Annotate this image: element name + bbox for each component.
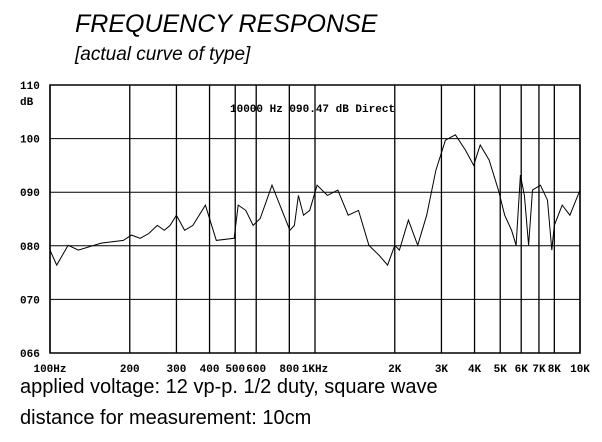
x-tick-label: 500	[225, 364, 245, 376]
y-axis-label: dB	[20, 97, 34, 109]
x-tick-label: 600	[246, 364, 266, 376]
x-tick-label: 2K	[388, 364, 402, 376]
x-tick-label: 7K	[532, 364, 546, 376]
x-tick-label: 6K	[515, 364, 529, 376]
chart-title: FREQUENCY RESPONSE	[75, 10, 378, 38]
x-tick-label: 400	[200, 364, 220, 376]
y-tick-label: 100	[20, 135, 40, 147]
annotation: 10000 Hz 090.47 dB Direct	[230, 104, 395, 116]
line	[49, 134, 581, 267]
x-tick-label: 800	[279, 364, 299, 376]
y-tick-label: 090	[20, 188, 40, 200]
x-tick-label: 4K	[468, 364, 482, 376]
x-tick-label: 1KHz	[302, 364, 328, 376]
y-tick-label: 066	[20, 349, 40, 361]
x-tick-label: 200	[120, 364, 140, 376]
note: distance for measurement: 10cm	[20, 407, 311, 429]
x-tick-label: 3K	[435, 364, 449, 376]
y-tick-label: 110	[20, 81, 40, 93]
chart-subtitle: [actual curve of type]	[74, 44, 251, 65]
note: applied voltage: 12 vp-p. 1/2 duty, squa…	[20, 376, 438, 398]
y-tick-label: 070	[20, 295, 40, 307]
x-tick-label: 300	[167, 364, 187, 376]
y-tick-label: 080	[20, 242, 40, 254]
x-tick-label: 100Hz	[33, 364, 66, 376]
x-tick-label: 8K	[548, 364, 562, 376]
x-tick-label: 5K	[494, 364, 508, 376]
x-tick-label: 10K	[570, 364, 590, 376]
